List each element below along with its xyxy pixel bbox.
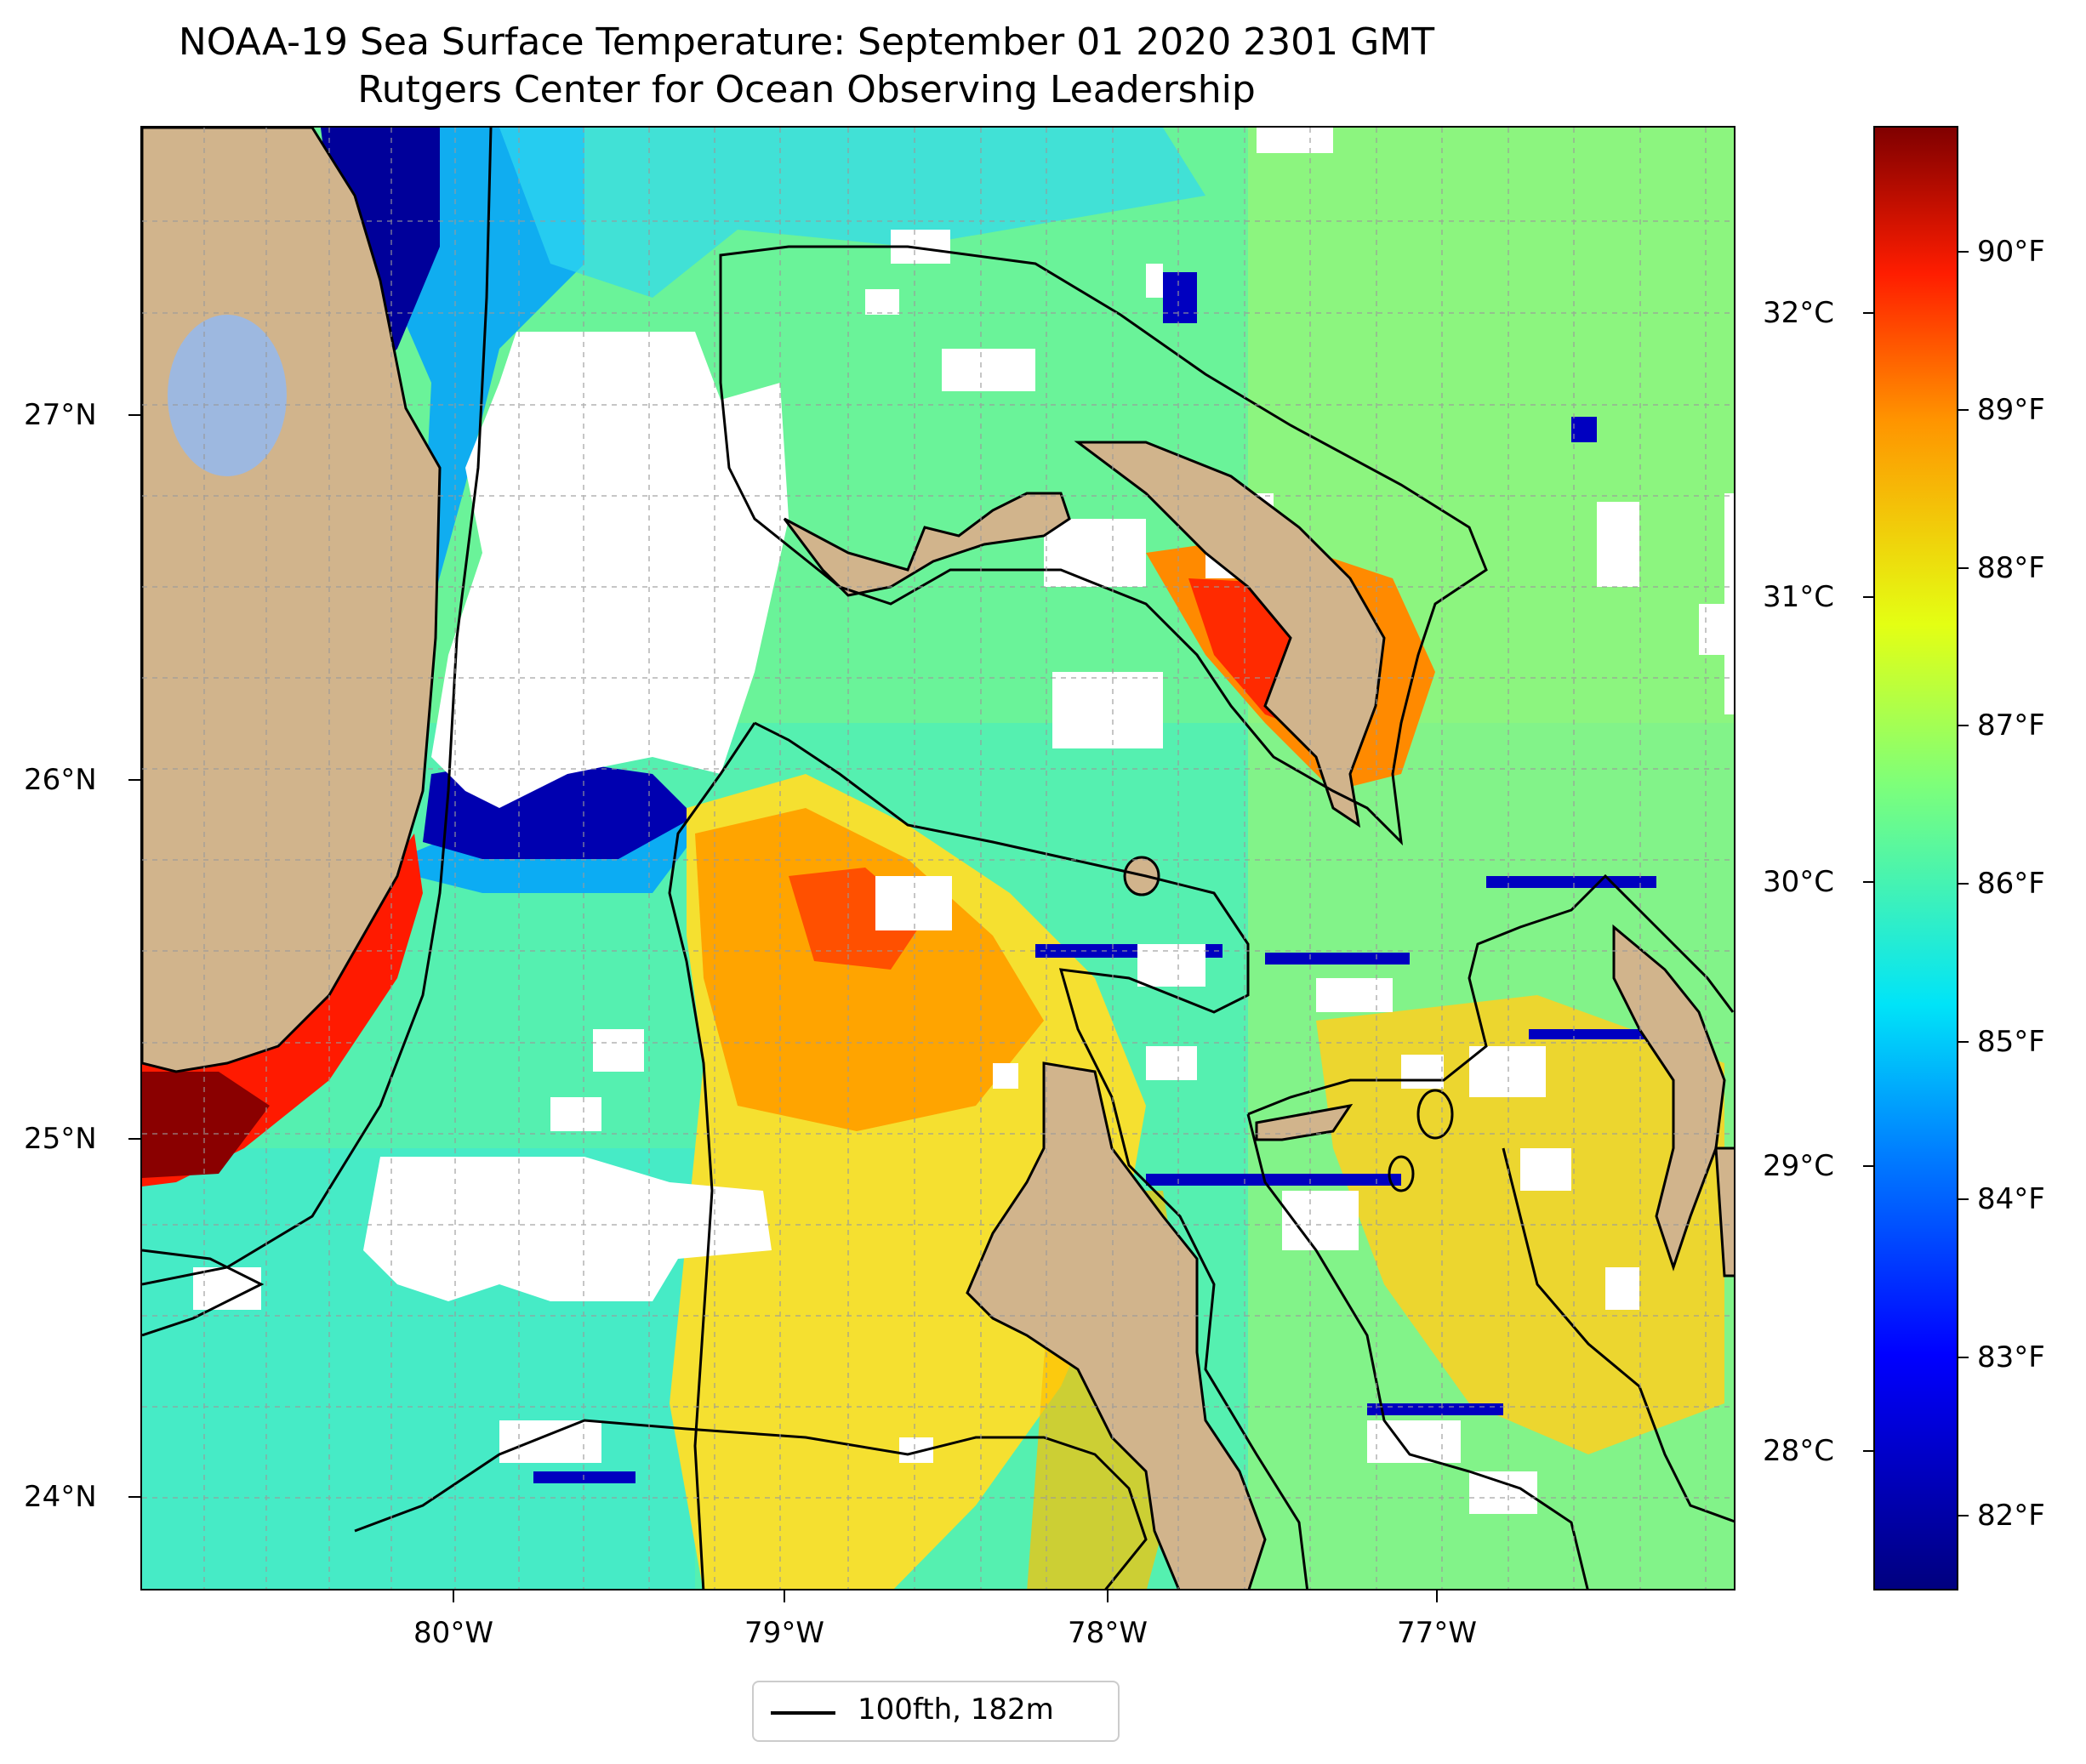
legend-contour-swatch (771, 1711, 835, 1715)
cool-north-band (499, 128, 1205, 298)
x-tick-mark (784, 1590, 785, 1602)
fahrenheit-tick-label: 84°F (1977, 1182, 2045, 1216)
cloud-mask (193, 128, 1734, 1514)
celsius-tick-label: 32°C (1763, 296, 1835, 330)
x-tick-label: 78°W (1068, 1616, 1148, 1650)
fahrenheit-tick-mark (1958, 1041, 1969, 1043)
legend-label: 100fth, 182m (858, 1693, 1054, 1727)
x-tick-mark (453, 1590, 454, 1602)
celsius-tick-mark (1863, 881, 1873, 883)
celsius-tick-label: 31°C (1763, 580, 1835, 614)
x-tick-mark (1107, 1590, 1109, 1602)
celsius-tick-mark (1863, 1165, 1873, 1167)
isobath-100fth (142, 128, 1734, 1589)
fahrenheit-tick-label: 82°F (1977, 1499, 2045, 1533)
celsius-tick-mark (1863, 1450, 1873, 1452)
cold-water-region (321, 128, 704, 893)
fahrenheit-tick-label: 87°F (1977, 708, 2045, 743)
celsius-tick-mark (1863, 596, 1873, 598)
fahrenheit-tick-label: 83°F (1977, 1340, 2045, 1374)
y-tick-label: 24°N (24, 1480, 97, 1514)
x-tick-label: 79°W (744, 1616, 824, 1650)
fahrenheit-tick-label: 86°F (1977, 867, 2045, 901)
y-tick-mark (128, 1496, 140, 1498)
map-title: NOAA-19 Sea Surface Temperature: Septemb… (178, 20, 1435, 64)
y-tick-label: 27°N (24, 398, 97, 432)
sst-map (140, 126, 1735, 1590)
temperature-colorbar (1873, 126, 1958, 1590)
fahrenheit-tick-mark (1958, 567, 1969, 569)
x-tick-label: 77°W (1397, 1616, 1477, 1650)
celsius-tick-mark (1863, 312, 1873, 314)
x-tick-mark (1436, 1590, 1438, 1602)
sst-map-graphic (142, 128, 1734, 1589)
map-gridlines (142, 128, 1734, 1589)
fahrenheit-tick-label: 90°F (1977, 235, 2045, 269)
lake-okeechobee (168, 315, 287, 476)
fahrenheit-tick-label: 88°F (1977, 551, 2045, 585)
celsius-tick-label: 28°C (1763, 1434, 1835, 1468)
fahrenheit-tick-label: 89°F (1977, 393, 2045, 427)
map-legend: 100fth, 182m (752, 1681, 1120, 1742)
celsius-tick-label: 30°C (1763, 865, 1835, 899)
andros-island (966, 1061, 1267, 1589)
fahrenheit-tick-mark (1958, 251, 1969, 253)
fahrenheit-tick-mark (1958, 883, 1969, 885)
fahrenheit-tick-mark (1958, 409, 1969, 411)
hot-florida-bay (142, 1072, 270, 1178)
warm-core-central (695, 808, 1044, 1131)
abaco-island (1074, 441, 1386, 828)
fahrenheit-tick-mark (1958, 1357, 1969, 1358)
fahrenheit-tick-mark (1958, 1198, 1969, 1200)
new-providence-island (1255, 1103, 1354, 1141)
cat-island (1714, 1147, 1734, 1277)
x-tick-label: 80°W (413, 1616, 493, 1650)
grand-bahama-island (783, 492, 1071, 597)
fahrenheit-tick-mark (1958, 725, 1969, 726)
y-tick-label: 25°N (24, 1122, 97, 1156)
y-tick-label: 26°N (24, 763, 97, 797)
celsius-tick-label: 29°C (1763, 1149, 1835, 1183)
fahrenheit-tick-mark (1958, 1515, 1969, 1516)
y-tick-mark (128, 414, 140, 416)
y-tick-mark (128, 779, 140, 781)
eleuthera-island (1612, 924, 1726, 1272)
y-tick-mark (128, 1138, 140, 1140)
fahrenheit-tick-label: 85°F (1977, 1025, 2045, 1059)
map-subtitle: Rutgers Center for Ocean Observing Leade… (357, 68, 1256, 111)
